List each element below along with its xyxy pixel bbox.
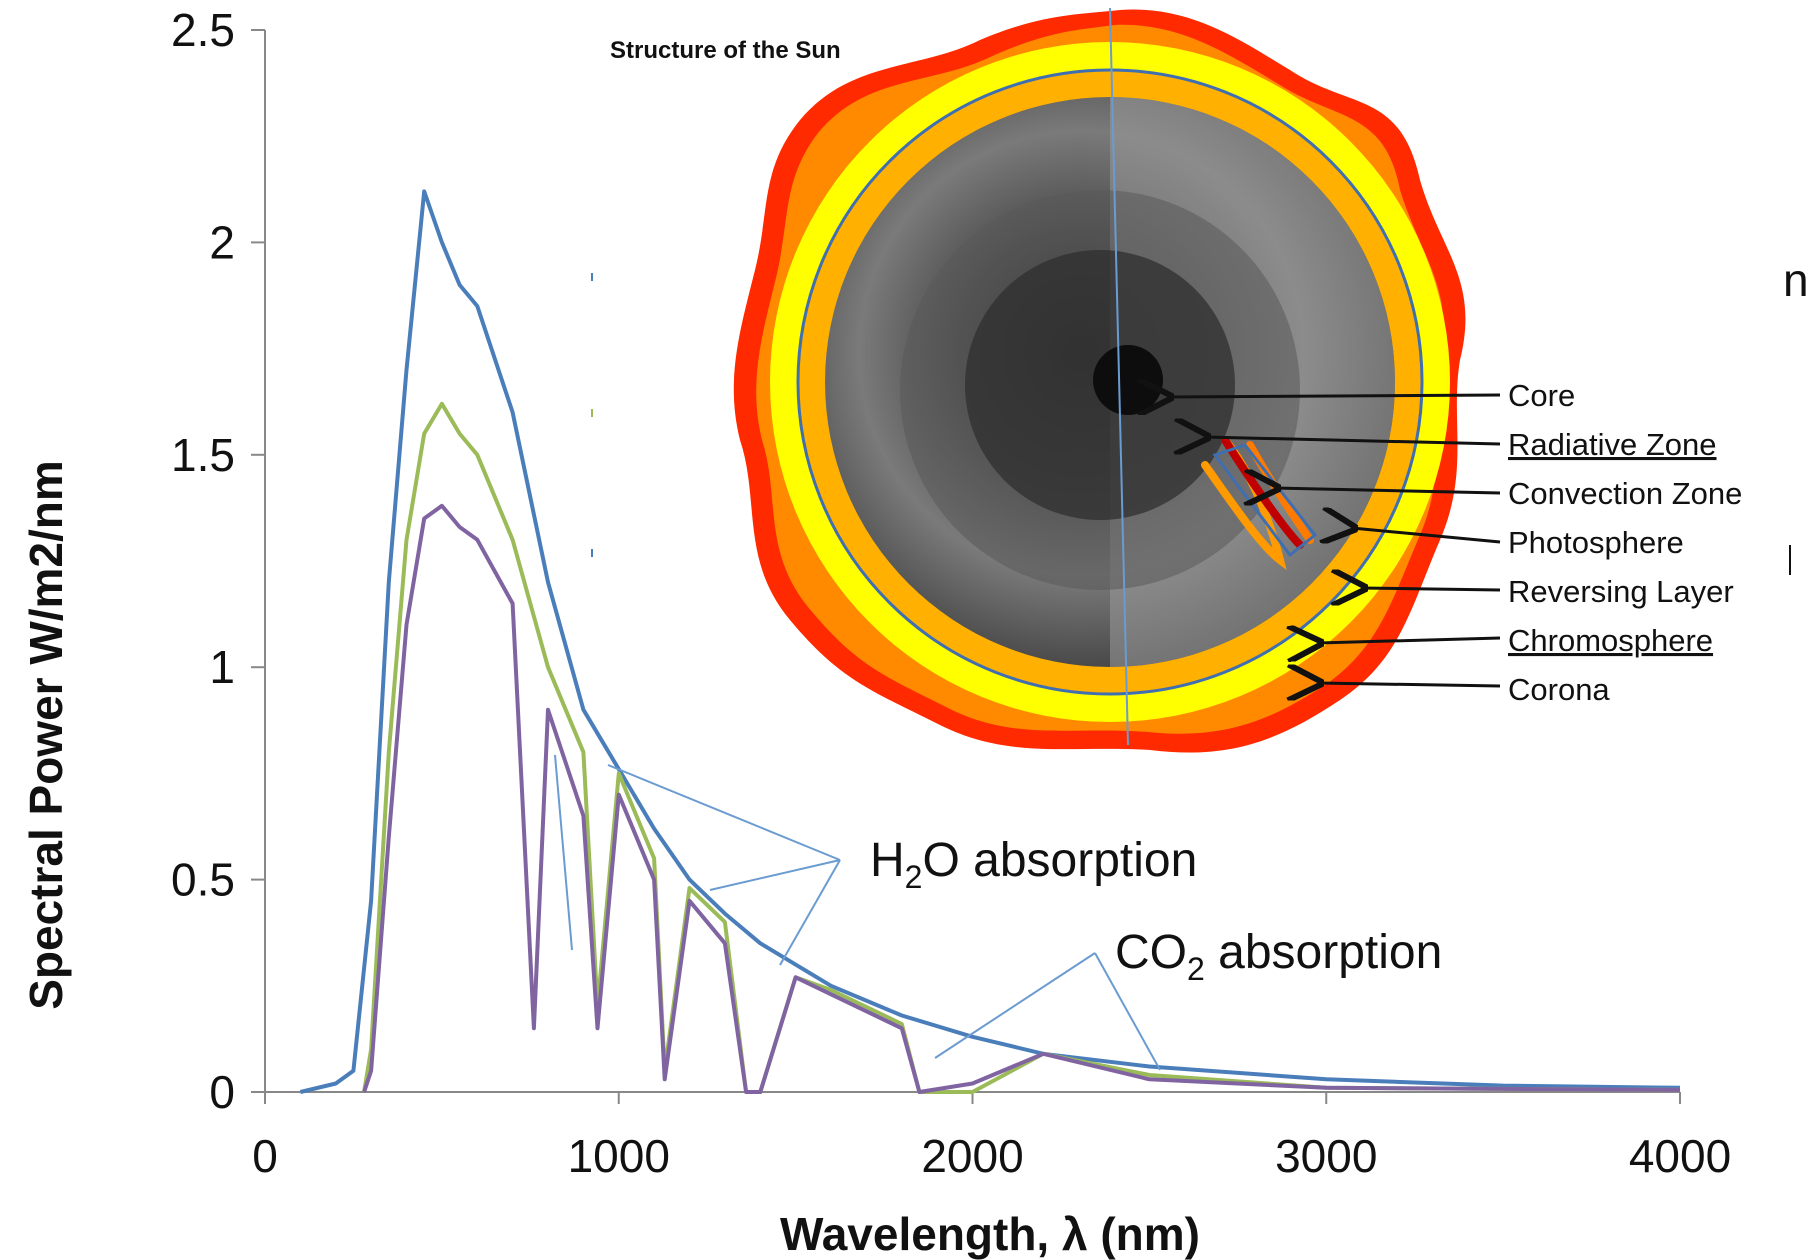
co2-annotation-sub: 2 — [1187, 951, 1205, 987]
sun-photosphere-ring — [796, 68, 1424, 696]
x-axis-title: Wavelength, λ (nm) — [780, 1208, 1200, 1260]
y-tick-label: 1 — [209, 641, 235, 693]
x-tick-label: 4000 — [1629, 1130, 1731, 1182]
label-reversing-layer: Reversing Layer — [1508, 574, 1734, 609]
h2o-annotation-sub: 2 — [905, 859, 923, 895]
sun-axis-line — [1109, 7, 1129, 746]
stray-char-n: n — [1783, 254, 1809, 306]
x-tick-label: 3000 — [1275, 1130, 1377, 1182]
sun-labels: Core Radiative Zone Convection Zone Phot… — [1508, 378, 1742, 707]
h2o-annotation: H2O absorption — [870, 834, 1197, 895]
arrow-convection-zone — [1275, 488, 1501, 493]
y-tick-label: 2 — [209, 216, 235, 268]
arrow-radiative-zone — [1205, 437, 1501, 444]
h2o-leader-2 — [709, 859, 841, 891]
label-photosphere: Photosphere — [1508, 525, 1684, 560]
convection-loop-3 — [1246, 441, 1314, 544]
y-tick-label: 2.5 — [171, 4, 235, 56]
co2-annotation: CO2 absorption — [1115, 926, 1442, 987]
label-corona: Corona — [1508, 672, 1610, 707]
annotation-leaders — [554, 754, 1161, 1071]
arrow-corona — [1318, 683, 1501, 686]
arrow-core — [1168, 395, 1501, 397]
arrow-reversing-layer — [1362, 588, 1501, 590]
label-core: Core — [1508, 378, 1575, 413]
arrow-photosphere — [1352, 528, 1501, 542]
sun-core — [1093, 345, 1163, 415]
y-tick-label: 0.5 — [171, 854, 235, 906]
label-radiative-zone: Radiative Zone — [1508, 427, 1717, 462]
sun-label-arrows — [1168, 395, 1501, 686]
co2-annotation-main: CO — [1115, 926, 1187, 979]
x-tick-label: 1000 — [568, 1130, 670, 1182]
co2-leader-1 — [934, 952, 1096, 1059]
x-tick-labels: 0 1000 2000 3000 4000 — [252, 1092, 1731, 1182]
series-direct-line — [362, 503, 1681, 1094]
convection-loop-outline — [1212, 443, 1318, 558]
co2-leader-2 — [1094, 952, 1161, 1071]
label-convection-zone: Convection Zone — [1508, 476, 1742, 511]
sun-structure-diagram: Structure of the Sun — [610, 7, 1466, 753]
y-tick-label: 0 — [209, 1066, 235, 1118]
co2-annotation-rest: absorption — [1205, 926, 1443, 979]
h2o-leader-1 — [607, 764, 841, 861]
h2o-leader-3 — [779, 859, 841, 966]
x-tick-label: 0 — [252, 1130, 278, 1182]
label-chromosphere: Chromosphere — [1508, 623, 1713, 658]
y-tick-labels: 0 0.5 1 1.5 2 2.5 — [171, 4, 265, 1118]
h2o-annotation-main: H — [870, 834, 905, 887]
stray-leader — [554, 754, 573, 951]
y-axis-title: Spectral Power W/m2/nm — [20, 460, 72, 1010]
sun-diagram-title: Structure of the Sun — [610, 37, 841, 64]
arrow-chromosphere — [1318, 638, 1501, 643]
h2o-annotation-rest: O absorption — [922, 834, 1197, 887]
x-tick-label: 2000 — [921, 1130, 1023, 1182]
y-tick-label: 1.5 — [171, 429, 235, 481]
